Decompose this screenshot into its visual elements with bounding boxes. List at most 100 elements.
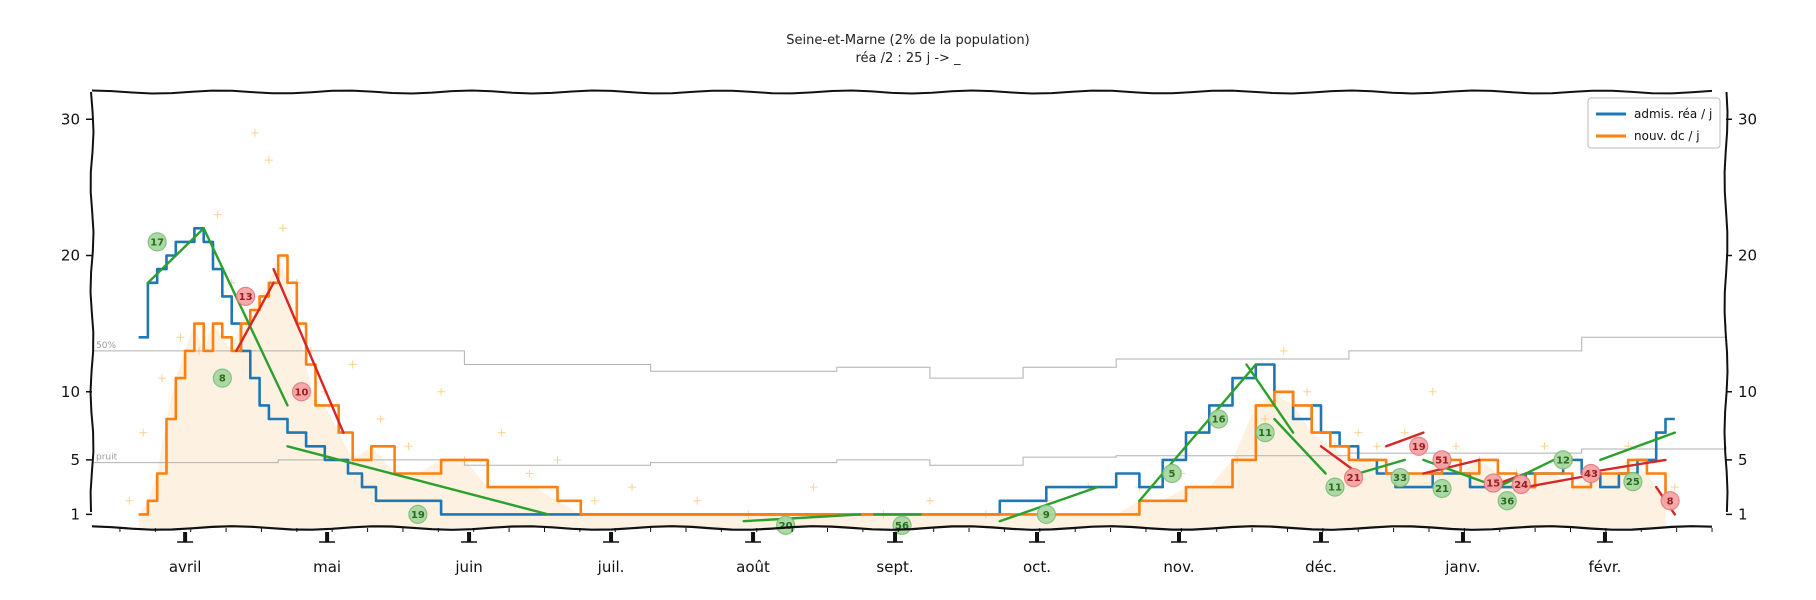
badge-circle — [1325, 477, 1345, 497]
x-tick-major — [1318, 532, 1323, 542]
badge-circle — [1432, 478, 1452, 499]
badge-circle — [776, 515, 796, 535]
raw-point — [1400, 428, 1409, 437]
y-tick-label-left: 1 — [70, 505, 80, 523]
x-tick-major — [1035, 532, 1040, 542]
fit-segment — [1273, 417, 1327, 475]
fit-segment — [1599, 431, 1676, 462]
badge-label: 10 — [295, 387, 309, 398]
raw-point — [278, 224, 287, 233]
raw-point — [1540, 442, 1549, 451]
badge-circle — [1208, 409, 1229, 429]
reference-label-1: 50% — [96, 341, 116, 351]
y-tick-label-left: 5 — [70, 451, 80, 469]
badge: 51 — [1432, 450, 1452, 470]
x-tick-label: janv. — [1444, 558, 1480, 576]
badge-label: 11 — [1258, 428, 1272, 439]
y-tick-label-right: 10 — [1738, 383, 1757, 401]
badge-circle — [1432, 450, 1452, 470]
fit-segment — [742, 513, 862, 523]
badge-label: 12 — [1556, 455, 1570, 466]
raw-point — [139, 428, 148, 437]
x-tick-label: déc. — [1305, 558, 1337, 576]
raw-point — [176, 333, 185, 342]
chart-title: Seine-et-Marne (2% de la population) — [786, 33, 1029, 48]
badge: 20 — [776, 515, 796, 535]
raw-point — [1451, 442, 1460, 451]
badge-circle — [1343, 467, 1364, 488]
badge-circle — [212, 368, 232, 388]
badge-label: 16 — [1212, 415, 1226, 426]
frame-left — [89, 91, 95, 513]
fit-segment — [286, 445, 550, 516]
fit-segment — [146, 227, 205, 284]
fit-segment — [202, 227, 289, 407]
y-tick-label-right: 30 — [1738, 110, 1757, 128]
badge-label: 15 — [1486, 479, 1500, 490]
x-tick-major — [1602, 532, 1607, 542]
badge: 36 — [1497, 491, 1517, 511]
badge-label: 43 — [1584, 469, 1598, 480]
badge: 8 — [1660, 491, 1680, 511]
raw-point — [693, 496, 702, 505]
badge-label: 8 — [1667, 496, 1674, 507]
fill-layer — [138, 255, 1666, 528]
raw-point — [264, 156, 273, 165]
badge-circle — [1390, 467, 1410, 488]
raw-point — [809, 483, 818, 492]
raw-point — [1428, 387, 1437, 396]
badge: 25 — [1623, 472, 1643, 492]
badge: 21 — [1432, 478, 1452, 499]
chart-subtitle: réa /2 : 25 j -> _ — [855, 51, 961, 66]
fit-segment — [998, 485, 1099, 523]
frame-top — [91, 89, 1713, 95]
fit-segment — [1422, 458, 1481, 475]
badge-circle — [1553, 450, 1573, 470]
fit-segment — [1385, 431, 1425, 448]
fit-segment — [1496, 458, 1555, 489]
frame-right — [1723, 91, 1729, 513]
badge-circle — [236, 286, 256, 306]
fit-segment — [1245, 363, 1295, 434]
badge-label: 9 — [1043, 510, 1050, 521]
badge: 5 — [1162, 463, 1182, 484]
badge-label: 24 — [1514, 480, 1528, 491]
badge-circle — [1036, 504, 1056, 524]
x-tick-label: juin — [454, 558, 482, 576]
raw-point — [125, 496, 134, 505]
x-tick-label: févr. — [1588, 558, 1621, 576]
badge-label: 25 — [1626, 477, 1640, 488]
legend-label: nouv. dc / j — [1634, 129, 1700, 143]
badge-label: 51 — [1435, 455, 1449, 466]
fit-segment — [1138, 363, 1257, 502]
badge: 10 — [291, 382, 312, 402]
raw-point — [1670, 483, 1679, 492]
x-tick-major — [609, 532, 614, 542]
badge-circle — [291, 382, 312, 402]
badge: 13 — [236, 286, 256, 306]
badge: 11 — [1255, 423, 1275, 443]
badge-label: 21 — [1435, 484, 1449, 495]
raw-point — [1354, 428, 1363, 437]
series-line-dc — [138, 254, 1667, 516]
x-tick-major — [1460, 532, 1465, 542]
raw-point — [404, 442, 413, 451]
fit-segment — [1357, 458, 1406, 475]
y-tick-label-left: 30 — [61, 110, 80, 128]
x-tick-major — [325, 532, 330, 542]
badge-label: 21 — [1347, 473, 1361, 484]
legend-label: admis. réa / j — [1634, 107, 1712, 121]
badge-circle — [1623, 472, 1643, 492]
x-tick-label: oct. — [1023, 558, 1051, 576]
x-tick-major — [467, 532, 472, 542]
x-tick-label: sept. — [876, 558, 913, 576]
raw-point — [628, 483, 637, 492]
x-tick-label: août — [736, 558, 770, 576]
raw-point — [590, 496, 599, 505]
badge-label: 19 — [411, 510, 425, 521]
badge: 19 — [408, 504, 428, 524]
